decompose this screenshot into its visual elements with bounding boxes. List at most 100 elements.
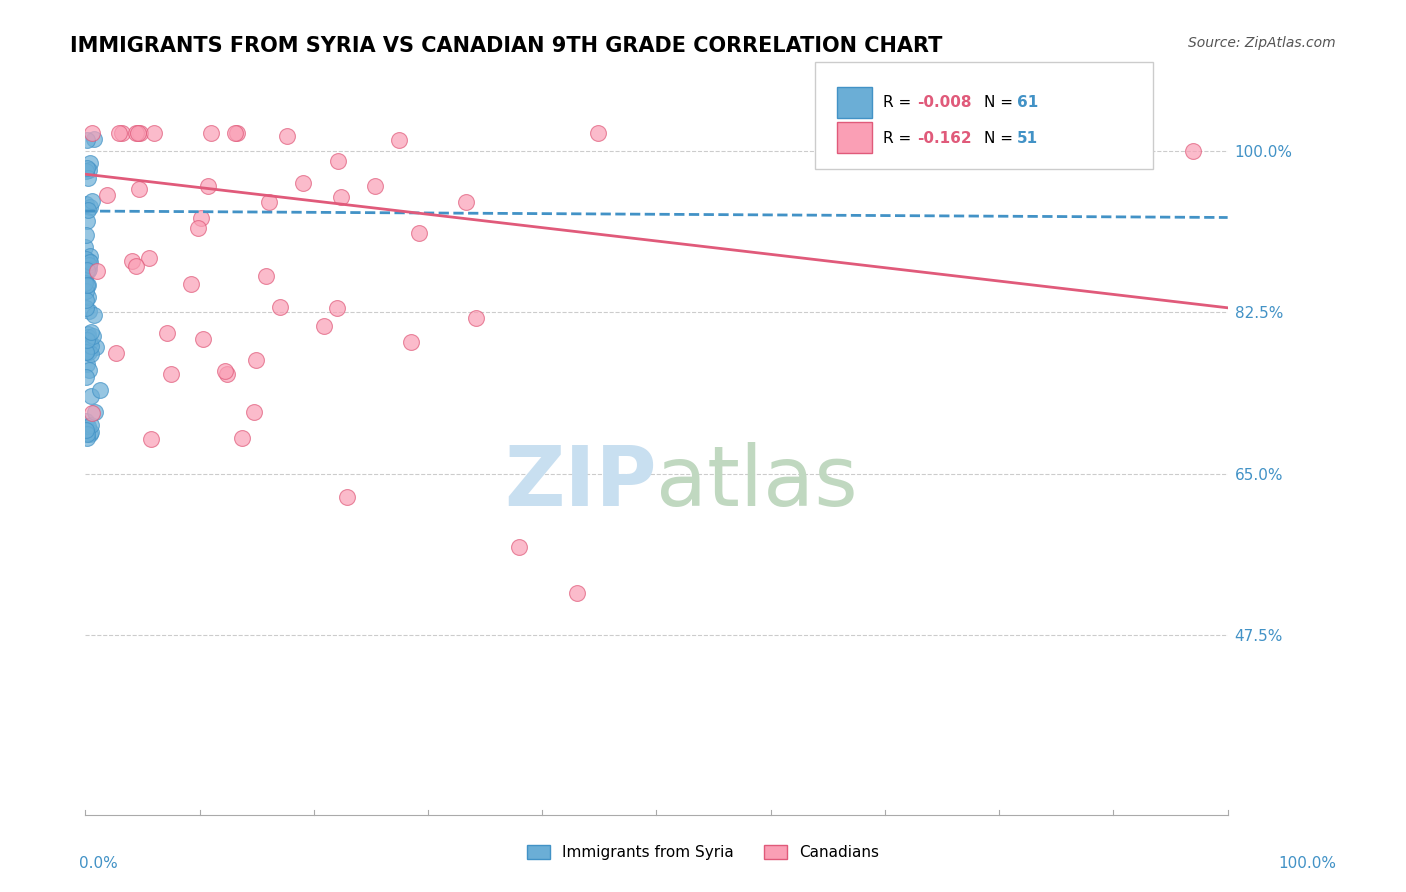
- Point: [80, 417, 103, 432]
- Point: [160, 368, 183, 382]
- Point: [224, 126, 246, 140]
- Point: [76, 330, 98, 344]
- Point: [190, 211, 212, 226]
- Point: [75, 426, 97, 441]
- Point: [76, 357, 98, 371]
- Point: [80, 347, 103, 361]
- Point: [80, 325, 103, 339]
- Text: Source: ZipAtlas.com: Source: ZipAtlas.com: [1188, 36, 1336, 50]
- Point: [75, 414, 97, 428]
- Point: [364, 179, 387, 194]
- Point: [465, 311, 488, 326]
- Text: N =: N =: [984, 131, 1018, 145]
- Point: [77, 254, 100, 268]
- Point: [77, 171, 100, 186]
- Point: [508, 541, 530, 555]
- Point: [76, 164, 98, 178]
- Point: [75, 423, 97, 437]
- Point: [76, 427, 98, 442]
- Point: [269, 300, 291, 314]
- Point: [77, 258, 100, 272]
- Point: [226, 126, 249, 140]
- Point: [76, 161, 98, 176]
- Point: [84, 340, 107, 354]
- Point: [76, 262, 98, 277]
- Point: [79, 255, 101, 269]
- Legend: Immigrants from Syria, Canadians: Immigrants from Syria, Canadians: [520, 839, 886, 866]
- Point: [104, 345, 127, 359]
- Point: [187, 221, 209, 235]
- Point: [276, 129, 298, 144]
- Point: [254, 268, 277, 283]
- Point: [128, 182, 150, 196]
- Text: R =: R =: [883, 95, 917, 110]
- Point: [291, 176, 314, 190]
- Text: 0.0%: 0.0%: [79, 856, 118, 871]
- Point: [77, 203, 100, 218]
- Point: [586, 126, 609, 140]
- Point: [200, 126, 222, 140]
- Point: [76, 327, 98, 342]
- Point: [77, 363, 100, 377]
- Point: [76, 333, 98, 347]
- Point: [388, 133, 411, 147]
- Point: [214, 364, 236, 378]
- Point: [108, 126, 131, 140]
- Point: [1182, 144, 1205, 158]
- Point: [231, 432, 253, 446]
- Point: [77, 261, 100, 276]
- Text: 61: 61: [1017, 95, 1038, 110]
- Point: [77, 163, 100, 178]
- Point: [125, 126, 148, 140]
- Point: [79, 249, 101, 263]
- Text: 51: 51: [1017, 131, 1038, 145]
- Point: [454, 195, 477, 210]
- Point: [80, 425, 103, 440]
- Point: [245, 352, 267, 367]
- Point: [77, 344, 100, 359]
- Point: [76, 214, 98, 228]
- Point: [328, 153, 350, 168]
- Point: [336, 490, 359, 504]
- Text: atlas: atlas: [657, 442, 858, 524]
- Point: [125, 259, 148, 273]
- Point: [243, 405, 266, 419]
- Point: [75, 293, 97, 308]
- Point: [127, 126, 149, 140]
- Text: IMMIGRANTS FROM SYRIA VS CANADIAN 9TH GRADE CORRELATION CHART: IMMIGRANTS FROM SYRIA VS CANADIAN 9TH GR…: [70, 36, 942, 55]
- Point: [75, 301, 97, 315]
- Point: [75, 252, 97, 266]
- Point: [139, 432, 162, 446]
- Point: [79, 426, 101, 441]
- Point: [565, 586, 588, 600]
- Point: [89, 383, 111, 397]
- Point: [80, 406, 103, 420]
- Text: ZIP: ZIP: [503, 442, 657, 524]
- Point: [312, 319, 335, 334]
- Point: [77, 278, 100, 293]
- Point: [156, 326, 179, 340]
- Point: [180, 277, 202, 292]
- Point: [75, 345, 97, 359]
- Text: -0.008: -0.008: [917, 95, 972, 110]
- Point: [76, 418, 98, 433]
- Point: [80, 194, 103, 208]
- Point: [257, 195, 280, 210]
- Point: [86, 264, 108, 278]
- Point: [77, 304, 100, 318]
- Point: [75, 239, 97, 253]
- Point: [128, 126, 150, 140]
- Point: [76, 278, 98, 293]
- Text: R =: R =: [883, 131, 917, 145]
- Point: [75, 227, 97, 242]
- Point: [75, 271, 97, 285]
- Point: [326, 301, 349, 316]
- Point: [76, 333, 98, 347]
- Point: [79, 156, 101, 170]
- Point: [84, 405, 107, 419]
- Point: [111, 126, 134, 140]
- Point: [76, 431, 98, 445]
- Point: [79, 335, 101, 350]
- Point: [75, 276, 97, 290]
- Point: [80, 339, 103, 353]
